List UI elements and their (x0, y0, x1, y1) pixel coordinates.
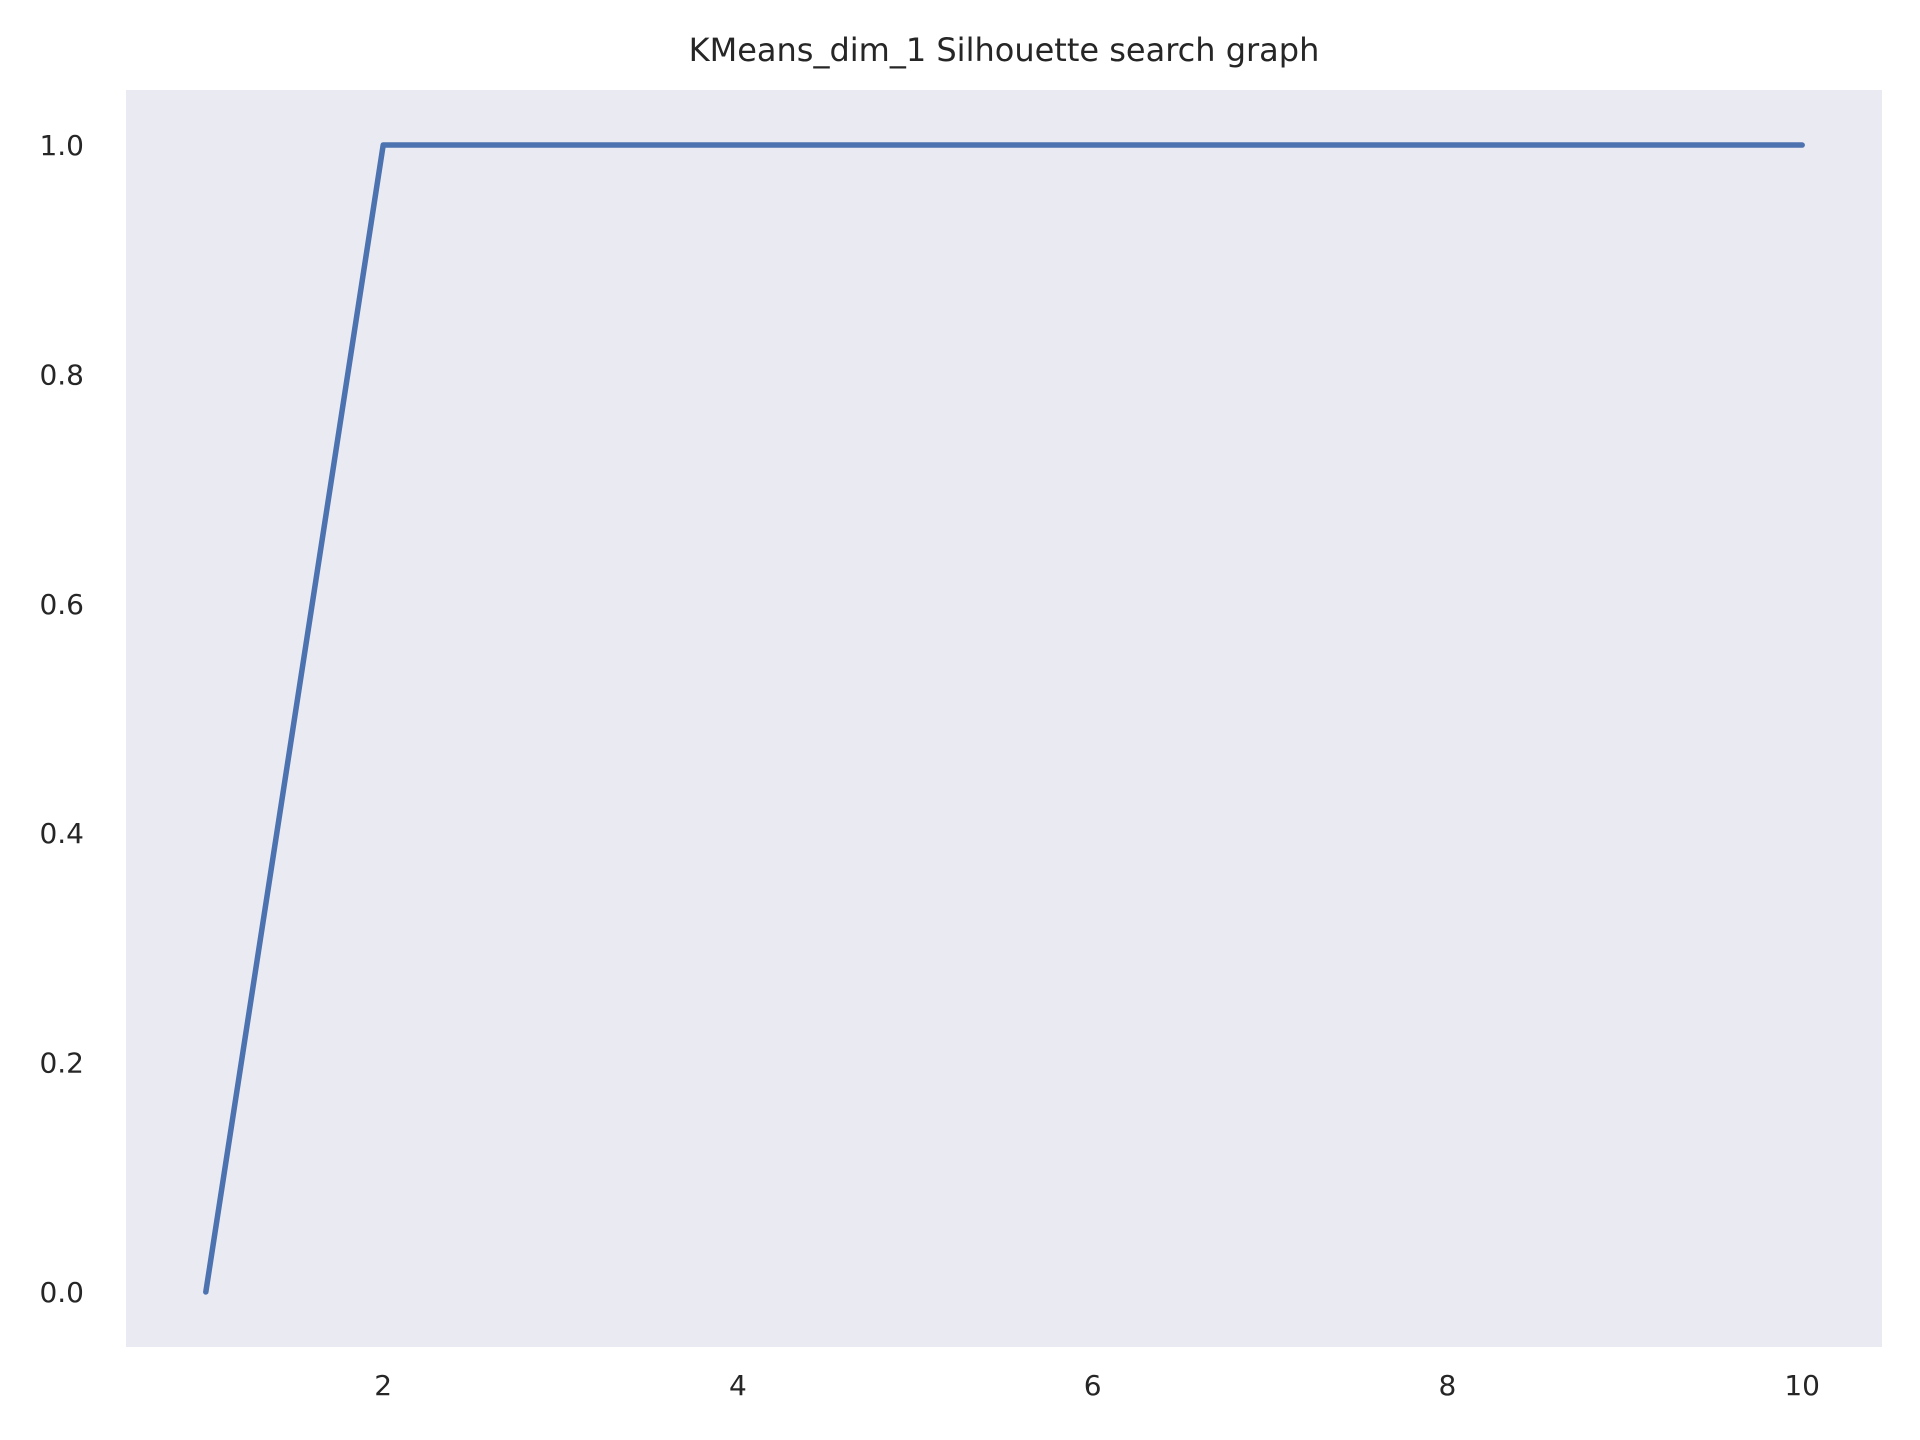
y-axis-ticks: 0.0 0.2 0.4 0.6 0.8 1.0 (39, 129, 84, 1309)
y-tick-label: 0.6 (39, 588, 84, 621)
y-tick-label: 0.8 (39, 358, 84, 391)
x-tick-label: 4 (729, 1369, 747, 1402)
series-layer (203, 142, 1805, 1295)
x-tick-label: 2 (374, 1369, 392, 1402)
y-tick-label: 1.0 (39, 129, 84, 162)
series-line (203, 142, 1805, 1295)
x-tick-label: 6 (1084, 1369, 1102, 1402)
x-tick-label: 8 (1439, 1369, 1457, 1402)
plot-area (126, 90, 1882, 1347)
x-axis-ticks: 2 4 6 8 10 (374, 1369, 1820, 1402)
y-tick-label: 0.4 (39, 817, 84, 850)
y-tick-label: 0.2 (39, 1047, 84, 1080)
chart-title: KMeans_dim_1 Silhouette search graph (689, 31, 1320, 69)
x-tick-label: 10 (1784, 1369, 1820, 1402)
y-tick-label: 0.0 (39, 1276, 84, 1309)
